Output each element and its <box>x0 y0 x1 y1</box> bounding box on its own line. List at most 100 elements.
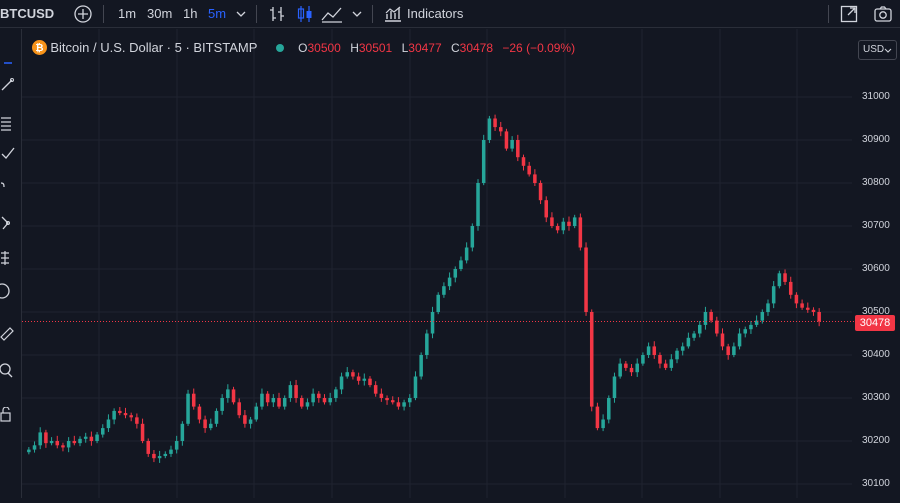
cursor-icon[interactable] <box>0 51 16 67</box>
price-axis-tick-label: 31000 <box>862 91 890 102</box>
candles-chart-icon[interactable] <box>295 4 315 24</box>
candle <box>459 256 463 272</box>
interval-1h[interactable]: 1h <box>183 6 198 21</box>
symbol-search[interactable]: BTCUSD <box>0 6 55 21</box>
candle <box>697 321 702 338</box>
candle <box>425 329 429 359</box>
bars-chart-icon[interactable] <box>267 4 287 24</box>
camera-icon[interactable] <box>873 4 893 24</box>
candle <box>658 352 662 369</box>
candle-body <box>72 441 77 444</box>
interval-1m[interactable]: 1m <box>118 6 137 21</box>
candle-body <box>254 406 259 420</box>
candle <box>106 414 111 432</box>
candle-body <box>544 200 549 218</box>
text-icon[interactable] <box>0 179 16 195</box>
candle <box>612 372 617 403</box>
candle-body <box>817 312 821 322</box>
candle-body <box>709 312 713 321</box>
trend-line-icon[interactable] <box>0 77 16 93</box>
last-price-tag: 30478 <box>855 315 895 331</box>
candle-body <box>743 329 748 334</box>
candle-body <box>453 269 458 278</box>
area-chart-icon[interactable] <box>320 4 344 24</box>
candle-body <box>646 346 651 355</box>
brush-icon[interactable] <box>0 146 16 162</box>
candle <box>646 342 651 359</box>
candle <box>641 352 645 366</box>
add-symbol-icon[interactable] <box>73 4 93 24</box>
candle <box>572 214 577 229</box>
ruler-icon[interactable] <box>0 325 16 341</box>
fullscreen-icon[interactable] <box>839 4 859 24</box>
candle-body <box>294 385 298 398</box>
candle <box>652 341 657 359</box>
candle-body <box>32 445 37 450</box>
candle-body <box>766 303 770 312</box>
shapes-icon[interactable] <box>0 283 16 299</box>
candle-body <box>760 312 765 321</box>
price-chart[interactable] <box>22 29 900 498</box>
candle-body <box>442 286 446 295</box>
lock-icon[interactable] <box>0 407 16 423</box>
candle <box>481 134 486 186</box>
zoom-icon[interactable] <box>0 363 16 379</box>
candle-body <box>379 393 384 398</box>
candle-body <box>334 389 338 398</box>
chart-pane[interactable] <box>22 29 900 498</box>
indicators-button[interactable]: Indicators <box>407 6 464 21</box>
candle-body <box>402 402 406 407</box>
candle-body <box>567 221 571 226</box>
candle <box>754 315 759 328</box>
candle <box>271 394 276 408</box>
candle <box>777 270 782 289</box>
candle-body <box>78 438 82 444</box>
currency-selector[interactable]: USD <box>858 40 897 60</box>
prediction-icon[interactable] <box>0 250 16 266</box>
candle-body <box>510 140 514 149</box>
candle-body <box>447 277 452 287</box>
candle-body <box>697 324 702 334</box>
candle-body <box>430 312 435 334</box>
candle <box>157 450 162 463</box>
low-label: L <box>401 41 409 55</box>
chevron-down-icon[interactable] <box>350 4 364 24</box>
candle <box>123 407 128 419</box>
candle <box>817 308 821 327</box>
candle-body <box>555 226 560 231</box>
candle <box>328 392 332 406</box>
fib-retracement-icon[interactable] <box>0 115 16 131</box>
interval-30m[interactable]: 30m <box>147 6 173 21</box>
candle <box>27 447 31 455</box>
candle-body <box>629 367 634 373</box>
candle <box>635 358 639 377</box>
candle <box>703 306 708 330</box>
pattern-icon[interactable] <box>0 215 16 231</box>
candle <box>260 388 264 410</box>
chevron-down-icon[interactable] <box>234 4 248 24</box>
candle <box>413 371 418 401</box>
candle-body <box>186 393 190 424</box>
interval-5m[interactable]: 5m <box>208 6 227 21</box>
candle-body <box>385 398 389 401</box>
candle-body <box>413 376 418 398</box>
candle <box>498 121 503 137</box>
candle <box>237 398 241 419</box>
symbol-title[interactable]: Bitcoin / U.S. Dollar · 5 · BITSTAMP <box>50 40 258 55</box>
market-status-icon <box>275 44 284 52</box>
indicators-icon[interactable] <box>383 4 403 24</box>
candle <box>277 392 281 409</box>
candle <box>129 412 133 422</box>
candle <box>680 342 685 356</box>
candle <box>561 217 566 235</box>
candle-body <box>408 398 412 403</box>
candle-body <box>481 140 486 183</box>
candle-body <box>112 410 116 420</box>
candle <box>521 154 526 171</box>
open-label: O <box>298 41 308 55</box>
candle <box>44 429 48 448</box>
candle-body <box>425 333 429 355</box>
candle <box>720 328 725 351</box>
candle <box>726 343 730 360</box>
candle-body <box>680 346 685 351</box>
